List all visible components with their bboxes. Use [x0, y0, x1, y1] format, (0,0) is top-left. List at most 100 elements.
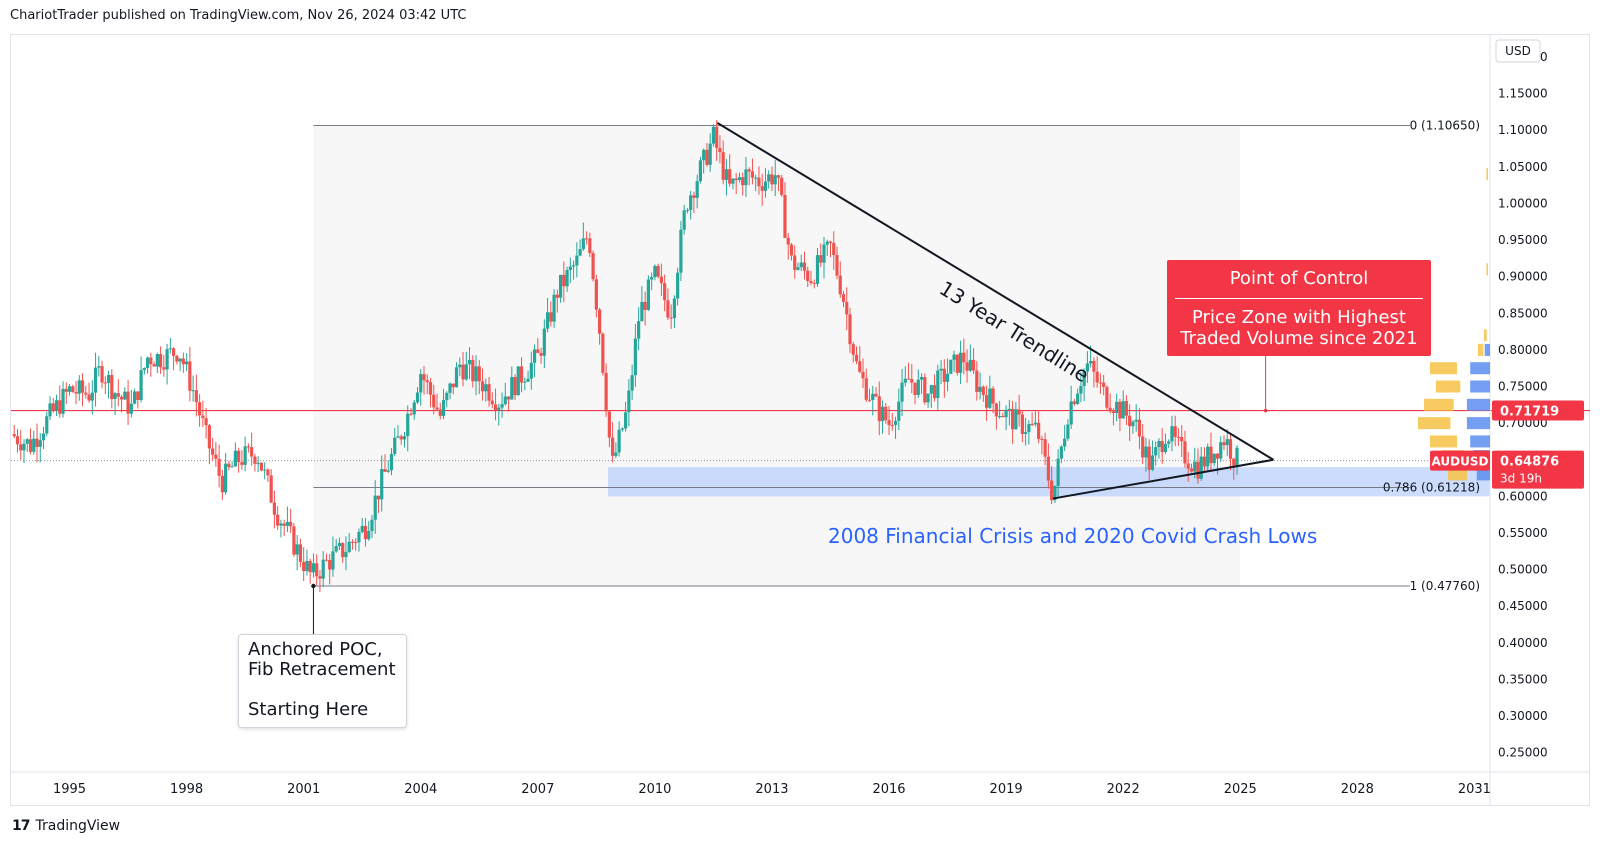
candle-body — [900, 382, 904, 402]
candle-body — [19, 444, 23, 451]
currency-box[interactable] — [1495, 39, 1541, 63]
publisher-header: ChariotTrader published on TradingView.c… — [10, 8, 467, 23]
candle-body — [884, 406, 888, 421]
candle-body — [594, 279, 598, 310]
candle-body — [965, 362, 969, 371]
candle-body — [910, 378, 914, 383]
candle-body — [620, 428, 624, 430]
candle-body — [1160, 440, 1164, 453]
candle-body — [1124, 401, 1129, 416]
candle-body — [97, 366, 101, 368]
candle-body — [1232, 458, 1236, 466]
candle-body — [802, 262, 807, 271]
candle-body — [1098, 382, 1103, 384]
candle-body — [129, 403, 133, 414]
candle-body — [347, 541, 351, 553]
poc-note-title: Point of Control — [1229, 268, 1369, 289]
candle-body — [637, 321, 641, 339]
symbol-badge — [1430, 450, 1490, 471]
anchor-note-line2: Fib Retracement — [248, 659, 396, 680]
candle-body — [793, 255, 797, 270]
candle-body — [370, 519, 374, 532]
candle-body — [1189, 468, 1194, 472]
volume-profile-bar — [1470, 435, 1490, 448]
x-tick-label: 1995 — [53, 782, 86, 797]
candle-body — [1053, 485, 1057, 501]
candle-body — [454, 367, 459, 388]
candle-body — [562, 274, 566, 287]
candle-body — [666, 300, 670, 318]
candle-body — [1235, 447, 1239, 466]
candle-body — [503, 396, 507, 405]
footer-branding[interactable]: 17 TradingView — [12, 818, 120, 834]
lower-trendline[interactable] — [1052, 458, 1274, 500]
candle-body — [728, 169, 732, 184]
candle-body — [685, 210, 690, 212]
volume-profile-bar — [1448, 468, 1467, 481]
poc-note[interactable]: Point of Control Price Zone with Highest… — [1167, 260, 1431, 356]
last-price-badge — [1492, 450, 1584, 489]
upper-trendline[interactable] — [716, 122, 1274, 461]
candle-body — [832, 242, 836, 255]
candle-body — [568, 266, 572, 270]
candle-body — [968, 359, 972, 371]
y-tick-label: 0.55000 — [1498, 526, 1548, 540]
x-tick-label: 2019 — [990, 782, 1023, 797]
candle-body — [822, 244, 826, 263]
candle-body — [292, 526, 296, 555]
candle-body — [393, 437, 397, 454]
candle-body — [344, 552, 348, 558]
candle-body — [549, 312, 553, 322]
candle-body — [100, 366, 104, 383]
candle-body — [945, 373, 950, 382]
candle-body — [887, 420, 891, 426]
candle-body — [188, 361, 192, 391]
candle-body — [676, 272, 680, 299]
candle-body — [139, 370, 143, 400]
candle-body — [523, 381, 527, 383]
fib-level-label: 1 (0.47760) — [1410, 579, 1480, 593]
y-tick-label: 0.30000 — [1498, 709, 1548, 723]
candle-body — [689, 195, 693, 211]
candle-body — [412, 402, 416, 415]
candle-body — [269, 475, 273, 503]
candle-body — [497, 407, 501, 411]
candle-body — [981, 386, 985, 396]
candle-body — [363, 525, 368, 540]
candle-body — [337, 543, 342, 547]
candle-body — [311, 563, 316, 573]
candle-body — [84, 392, 88, 395]
candle-body — [295, 544, 299, 555]
candle-body — [308, 560, 312, 573]
candle-body — [328, 560, 332, 570]
candle-body — [991, 388, 995, 404]
candle-body — [22, 443, 26, 451]
candle-body — [477, 366, 481, 382]
candle-body — [341, 543, 345, 558]
y-tick-label: 0.90000 — [1498, 270, 1548, 284]
candle-body — [467, 359, 472, 365]
candle-body — [1105, 387, 1109, 408]
candle-body — [250, 447, 254, 457]
candle-body — [604, 372, 608, 412]
anchor-note[interactable]: Anchored POC, Fib Retracement Starting H… — [238, 634, 407, 728]
candle-body — [168, 348, 172, 350]
candle-body — [54, 400, 59, 411]
candle-body — [861, 371, 865, 379]
chart-frame[interactable] — [10, 34, 1590, 806]
crisis-lows-label: 2008 Financial Crisis and 2020 Covid Cra… — [828, 524, 1318, 548]
candle-body — [376, 495, 381, 500]
y-tick-label: 0.25000 — [1498, 746, 1548, 760]
candle-body — [480, 381, 485, 392]
candle-body — [975, 370, 979, 392]
candle-body — [1219, 442, 1223, 459]
symbol-label: AUDUSD — [1432, 455, 1489, 469]
candle-body — [324, 559, 329, 561]
candle-body — [87, 394, 91, 401]
poc-price-label: 0.71719 — [1500, 405, 1559, 420]
candle-body — [776, 175, 781, 178]
candle-body — [864, 378, 868, 400]
candle-body — [841, 294, 846, 302]
candle-body — [1011, 408, 1015, 430]
